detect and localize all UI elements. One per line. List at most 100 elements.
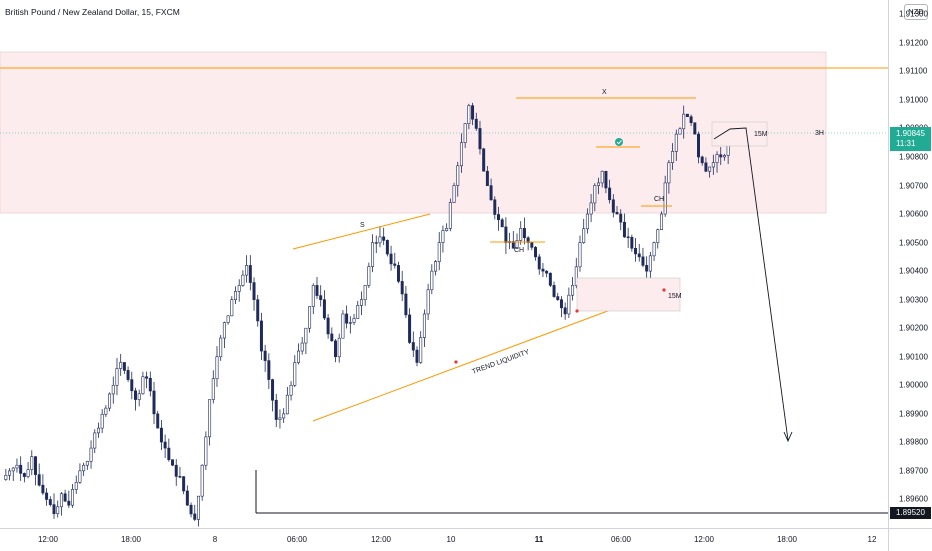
candle [267, 360, 271, 380]
candle [497, 214, 500, 221]
candle [141, 376, 145, 395]
candle [322, 299, 326, 319]
candle [693, 122, 697, 135]
chart-canvas[interactable]: S X CH CH 15M 15M 3H TREND LIQUIDITY [0, 0, 888, 528]
candle [485, 170, 489, 186]
candle [263, 350, 267, 361]
candle [67, 500, 71, 506]
candle [367, 266, 371, 286]
candle [19, 464, 23, 474]
candle [656, 229, 660, 243]
candle [182, 476, 186, 492]
s-trendline[interactable] [292, 213, 431, 250]
price-tick: 1.89600 [899, 494, 928, 504]
candle [56, 506, 60, 515]
candle [385, 240, 389, 255]
candle [474, 118, 478, 129]
candle [541, 268, 545, 272]
time-tick: 06:00 [286, 535, 308, 544]
candle [619, 213, 623, 223]
candle [30, 456, 34, 470]
swing-marker-3 [662, 288, 666, 292]
candle [626, 236, 630, 238]
time-tick: 18:00 [776, 535, 798, 544]
price-tick: 1.90800 [899, 152, 928, 162]
candle [400, 281, 404, 295]
candle [689, 116, 693, 124]
candle [456, 165, 460, 186]
candles-layer [4, 102, 730, 527]
candle [208, 399, 212, 438]
candle [278, 417, 282, 420]
candle [96, 427, 100, 434]
projection-arrowhead [783, 431, 793, 443]
current-price-label: 1.90845 11:31 [890, 127, 931, 151]
candle [608, 187, 612, 201]
time-tick: 06:00 [610, 535, 632, 544]
candle [63, 493, 67, 502]
time-tick: 11 [534, 535, 544, 544]
candle [71, 489, 75, 506]
price-tick: 1.90600 [899, 209, 928, 219]
swing-marker-2 [575, 309, 579, 313]
candle [722, 155, 726, 158]
time-scale[interactable]: 12:00 18:00 8 06:00 12:00 10 11 06:00 12:00 18:00… [0, 528, 888, 551]
time-tick: 8 [212, 535, 218, 544]
candle [248, 265, 252, 283]
price-tick: 1.91100 [899, 66, 928, 76]
projection-path[interactable] [713, 127, 789, 441]
candle [341, 313, 345, 339]
chart-area[interactable]: S X CH CH 15M 15M 3H TREND LIQUIDITY Bri… [0, 0, 888, 528]
time-tick: 12 [867, 535, 877, 544]
candle [311, 285, 315, 307]
candle [430, 270, 434, 291]
candle [15, 464, 19, 469]
candle [685, 113, 689, 117]
candle [174, 464, 178, 477]
candle [704, 162, 708, 172]
candle [548, 272, 552, 286]
candle [589, 202, 593, 215]
candle [615, 211, 619, 215]
price-scale[interactable]: NZD 1.913001.912001.911001.910001.909001… [888, 0, 932, 528]
m15-zone-1[interactable] [576, 277, 681, 312]
candle [641, 256, 645, 266]
candle [304, 327, 308, 344]
check-icon [615, 138, 623, 146]
candle [8, 470, 12, 476]
candle [663, 182, 667, 215]
candle [371, 242, 375, 267]
candle [226, 315, 230, 323]
candle [211, 378, 215, 400]
candle [308, 306, 312, 329]
candle [74, 482, 78, 490]
price-tick: 1.90300 [899, 295, 928, 305]
candle [245, 265, 249, 276]
candle [378, 236, 382, 244]
candle [85, 461, 89, 466]
price-tick: 1.89700 [899, 466, 928, 476]
candle [111, 384, 115, 395]
currency-badge[interactable]: NZD [904, 4, 928, 20]
candle [674, 133, 678, 152]
candle [93, 432, 97, 449]
candle [189, 504, 193, 515]
candle [537, 256, 541, 270]
candle [252, 282, 256, 300]
candle [534, 247, 538, 258]
candle [163, 441, 167, 449]
candle [471, 105, 475, 120]
candle [478, 128, 482, 150]
candle [597, 182, 600, 186]
price-tick: 1.90500 [899, 238, 928, 248]
supply-zone[interactable] [0, 51, 827, 214]
candle [571, 285, 575, 296]
price-tick: 1.90000 [899, 380, 928, 390]
candle [556, 296, 560, 300]
candle [593, 185, 597, 204]
candle [259, 320, 263, 352]
candle [522, 228, 526, 239]
candle [330, 333, 334, 342]
candle [622, 221, 626, 238]
candle [26, 469, 30, 477]
